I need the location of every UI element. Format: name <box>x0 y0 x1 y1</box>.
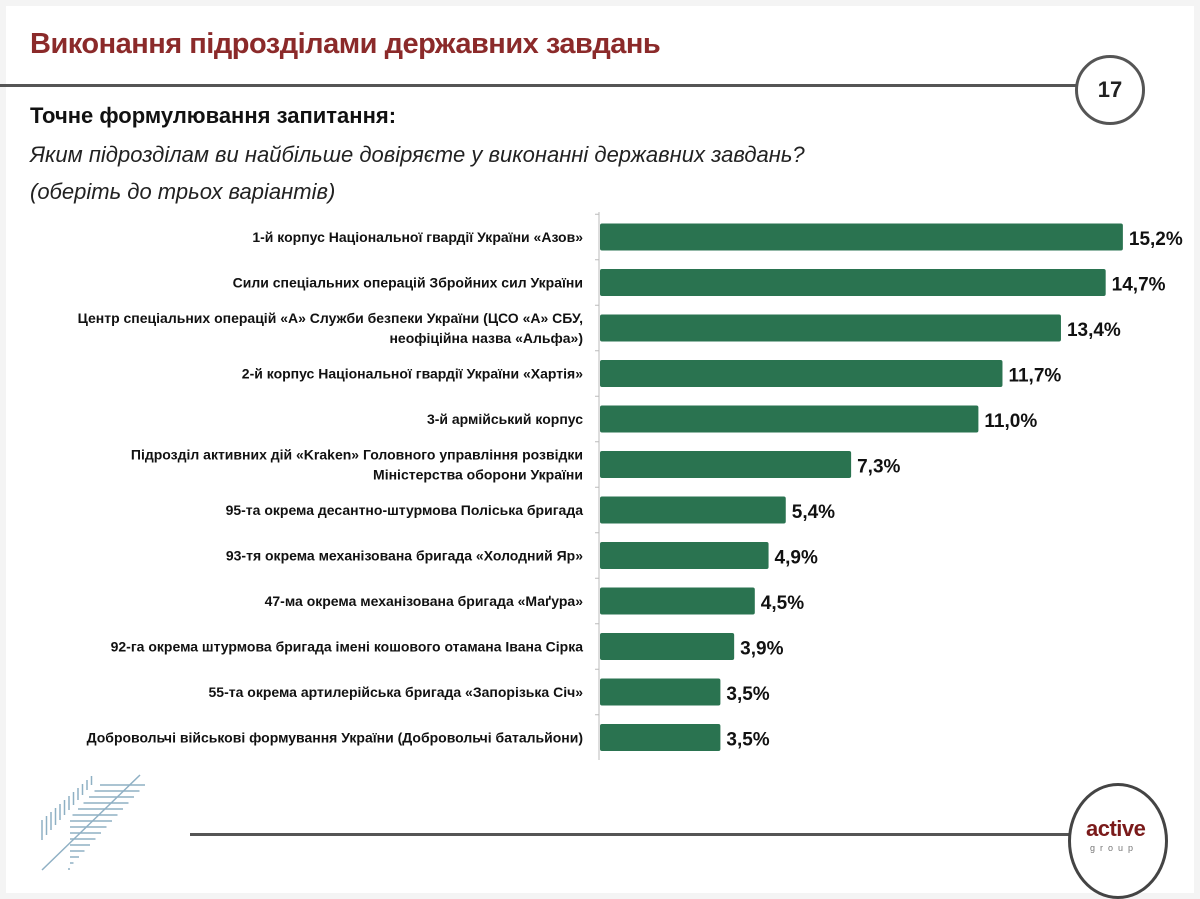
bar <box>600 223 1123 251</box>
question-text: Яким підрозділам ви найбільше довіряєте … <box>30 142 805 167</box>
category-label: 47-ма окрема механізована бригада «Маґур… <box>265 593 584 609</box>
data-label: 4,9% <box>775 548 818 569</box>
bar <box>600 451 852 478</box>
header-divider <box>0 84 1090 87</box>
logo-group-text: group <box>1090 843 1139 853</box>
bar <box>600 587 755 615</box>
category-label: 93-тя окрема механізована бригада «Холод… <box>226 548 583 564</box>
leaf-logo-icon <box>41 774 145 871</box>
data-label: 3,5% <box>726 684 769 705</box>
data-label: 13,4% <box>1067 320 1121 341</box>
leaf-stem <box>41 774 141 871</box>
category-label: Добровольчі військові формування України… <box>87 730 583 746</box>
data-label: 11,0% <box>984 411 1037 432</box>
bar <box>600 678 721 706</box>
logo-active-text: active <box>1086 816 1146 841</box>
bar <box>600 269 1106 296</box>
category-label: 2-й корпус Національної гвардії України … <box>242 366 583 382</box>
bar <box>600 633 735 660</box>
category-label: 92-га окрема штурмова бригада імені кошо… <box>111 639 584 655</box>
category-label: Підрозділ активних дій «Kraken» Головног… <box>131 447 583 463</box>
category-label: 3-й армійський корпус <box>427 411 583 427</box>
data-label: 7,3% <box>857 457 900 478</box>
data-label: 3,9% <box>740 639 783 660</box>
bar <box>600 542 769 569</box>
question-label: Точне формулювання запитання: <box>30 103 397 128</box>
category-label: Міністерства оборони України <box>373 467 583 483</box>
category-label: неофіційна назва «Альфа») <box>389 330 583 346</box>
logo-circle <box>1068 783 1168 899</box>
data-label: 5,4% <box>792 502 835 523</box>
bar <box>600 496 786 524</box>
data-label: 11,7% <box>1008 366 1061 387</box>
category-label: 55-та окрема артилерійська бригада «Запо… <box>209 684 584 700</box>
page-number: 17 <box>1075 55 1145 125</box>
data-label: 3,5% <box>726 730 769 751</box>
data-label: 4,5% <box>761 593 804 614</box>
bar <box>600 724 721 751</box>
question-note: (оберіть до трьох варіантів) <box>30 179 336 204</box>
category-label: Сили спеціальних операцій Збройних сил У… <box>233 275 583 291</box>
category-label: 1-й корпус Національної гвардії України … <box>252 229 583 245</box>
page-title: Виконання підрозділами державних завдань <box>30 28 661 60</box>
bar <box>600 405 979 433</box>
footer-divider <box>190 833 1080 836</box>
bar <box>600 314 1061 342</box>
data-label: 15,2% <box>1129 229 1183 250</box>
bar <box>600 360 1003 387</box>
category-label: 95-та окрема десантно-штурмова Поліська … <box>226 502 584 518</box>
category-label: Центр спеціальних операцій «А» Служби бе… <box>78 310 583 326</box>
data-label: 14,7% <box>1112 275 1166 296</box>
